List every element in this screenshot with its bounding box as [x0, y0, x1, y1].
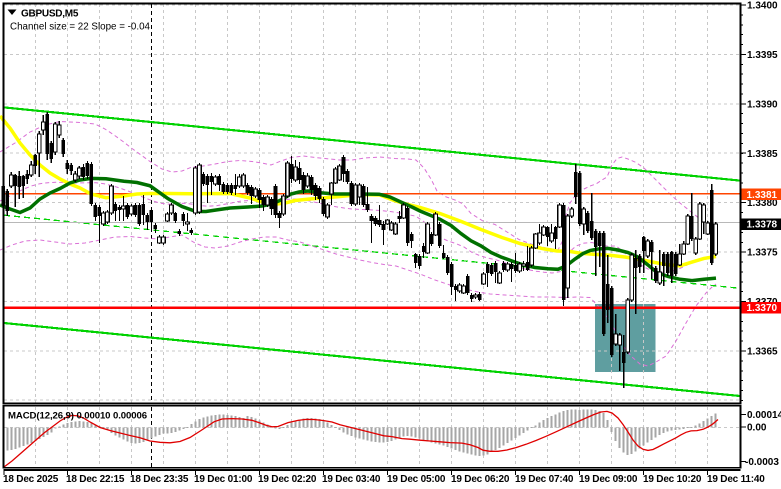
svg-text:Channel size = 22 Slope = -0.0: Channel size = 22 Slope = -0.04 — [10, 22, 151, 33]
svg-text:1.3400: 1.3400 — [747, 1, 778, 12]
svg-text:19 Dec 06:20: 19 Dec 06:20 — [451, 474, 510, 485]
svg-text:18 Dec 2025: 18 Dec 2025 — [3, 474, 59, 485]
svg-text:0.00: 0.00 — [747, 423, 767, 434]
svg-text:18 Dec 23:35: 18 Dec 23:35 — [130, 474, 189, 485]
svg-text:1.3390: 1.3390 — [747, 99, 778, 110]
svg-text:GBPUSD,M5: GBPUSD,M5 — [21, 9, 79, 20]
svg-text:MACD(12,26,9) 0.00010 0.00006: MACD(12,26,9) 0.00010 0.00006 — [8, 411, 147, 422]
svg-text:1.3365: 1.3365 — [747, 346, 778, 357]
svg-text:1.3395: 1.3395 — [747, 50, 778, 61]
svg-text:0.00014: 0.00014 — [747, 410, 781, 421]
svg-text:1.3380: 1.3380 — [747, 198, 778, 209]
svg-text:19 Dec 03:40: 19 Dec 03:40 — [322, 474, 381, 485]
svg-text:1.3385: 1.3385 — [747, 149, 778, 160]
svg-text:19 Dec 11:40: 19 Dec 11:40 — [707, 474, 765, 485]
svg-text:19 Dec 09:00: 19 Dec 09:00 — [579, 474, 638, 485]
svg-text:1.3375: 1.3375 — [747, 248, 778, 259]
svg-text:19 Dec 07:40: 19 Dec 07:40 — [515, 474, 574, 485]
svg-text:19 Dec 02:20: 19 Dec 02:20 — [258, 474, 317, 485]
svg-text:1.3381: 1.3381 — [747, 190, 778, 201]
svg-text:19 Dec 01:00: 19 Dec 01:00 — [194, 474, 253, 485]
svg-text:1.3378: 1.3378 — [747, 220, 778, 231]
svg-text:1.3370: 1.3370 — [747, 303, 778, 314]
svg-text:-0.0003: -0.0003 — [745, 457, 779, 468]
svg-text:19 Dec 10:20: 19 Dec 10:20 — [643, 474, 702, 485]
svg-text:19 Dec 05:00: 19 Dec 05:00 — [387, 474, 446, 485]
svg-text:18 Dec 22:15: 18 Dec 22:15 — [66, 474, 125, 485]
